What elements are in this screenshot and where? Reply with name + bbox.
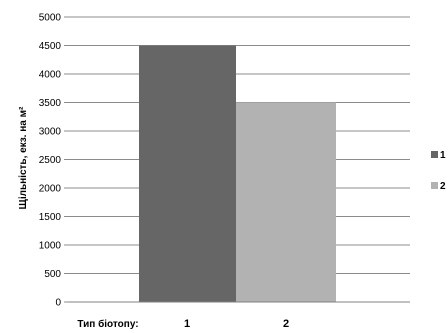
y-tick-labels: 0 500 1000 1500 2000 2500 3000 3500 4000 4500 5000 — [39, 13, 62, 309]
legend-swatch — [431, 182, 438, 189]
legend-swatch — [431, 151, 438, 158]
bar-2 — [236, 102, 336, 302]
y-tick-label: 2000 — [39, 184, 62, 195]
y-tick-label: 3500 — [39, 98, 62, 109]
y-tick-label: 4500 — [39, 41, 62, 52]
y-tick-label: 4000 — [39, 70, 62, 81]
legend-label: 2 — [440, 181, 446, 192]
bars — [139, 45, 336, 302]
y-tick-label: 3000 — [39, 127, 62, 138]
y-tick-label: 5000 — [39, 13, 62, 24]
y-tick-label: 1000 — [39, 241, 62, 252]
x-tick-label: 1 — [184, 318, 190, 330]
y-tick-label: 2500 — [39, 155, 62, 166]
x-axis-label: Тип біотопу: — [77, 318, 138, 330]
y-tick-label: 0 — [55, 298, 61, 309]
y-tick-label: 1500 — [39, 212, 62, 223]
bar-1 — [139, 45, 236, 302]
y-axis-label: Щільність, екз. на м² — [18, 106, 29, 209]
legend-label: 1 — [440, 150, 446, 161]
y-tick-label: 500 — [44, 269, 61, 280]
x-tick-label: 2 — [283, 318, 289, 330]
legend: 12 — [431, 150, 446, 192]
